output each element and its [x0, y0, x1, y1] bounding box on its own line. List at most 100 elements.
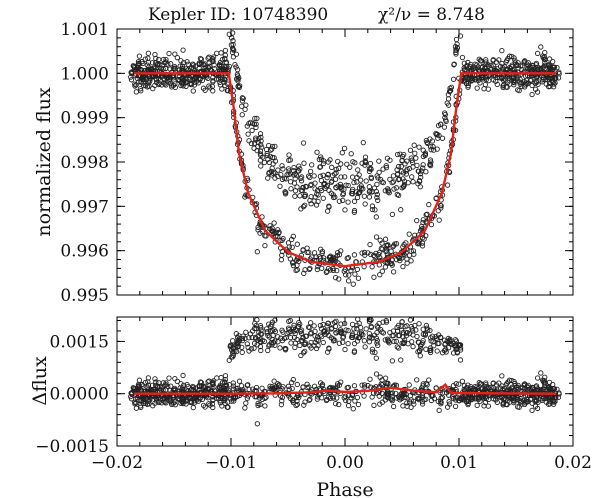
residual-point [332, 401, 339, 407]
flux-point [384, 259, 390, 266]
flux-point [174, 55, 180, 61]
residual-point [449, 394, 456, 400]
residual-point [278, 402, 285, 408]
flux-point [450, 76, 457, 82]
flux-point [417, 171, 424, 177]
residual-point [515, 404, 521, 410]
residual-point [456, 397, 463, 404]
residual-point [319, 333, 325, 340]
residual-point [514, 384, 520, 390]
flux-point [394, 151, 401, 158]
flux-point [425, 140, 431, 146]
flux-point [292, 193, 298, 199]
flux-point [394, 172, 401, 178]
flux-point [304, 249, 310, 256]
flux-point [480, 76, 487, 82]
flux-point [175, 76, 181, 83]
residual-point [445, 345, 452, 351]
flux-point [486, 77, 492, 84]
flux-point [416, 144, 422, 150]
residual-point [252, 320, 258, 327]
flux-point [277, 237, 283, 244]
flux-point [311, 250, 318, 256]
residual-point [230, 396, 237, 402]
flux-point [478, 58, 484, 64]
residual-point [456, 381, 462, 387]
flux-point [300, 247, 306, 253]
residual-point [393, 338, 399, 344]
flux-point [369, 264, 375, 270]
residual-point [520, 385, 526, 391]
flux-point [428, 222, 435, 228]
residual-point [423, 322, 430, 329]
residual-point [534, 375, 541, 381]
flux-point [481, 86, 487, 92]
flux-point [547, 83, 553, 89]
flux-point [463, 64, 469, 70]
flux-point [188, 66, 194, 72]
residual-point [394, 328, 401, 335]
residual-point [372, 349, 378, 356]
flux-point [363, 178, 369, 184]
flux-point [542, 49, 548, 56]
flux-point [300, 140, 307, 146]
residual-point [279, 398, 285, 404]
flux-point [307, 182, 314, 188]
residual-point [374, 338, 380, 344]
flux-point [427, 157, 434, 163]
residual-point [271, 378, 277, 384]
flux-point [366, 194, 373, 200]
residual-point [222, 376, 228, 383]
residual-point [289, 379, 295, 386]
residual-point [547, 398, 553, 405]
residual-point [366, 318, 373, 325]
flux-point [325, 171, 331, 177]
flux-point [190, 65, 197, 72]
flux-point [160, 66, 166, 72]
top-y-tick-label: 1.001 [60, 20, 109, 40]
residual-point [266, 321, 272, 327]
residual-point [379, 399, 385, 405]
residual-point [389, 333, 395, 339]
residual-point [269, 336, 275, 343]
residual-point [428, 397, 435, 404]
flux-point [333, 166, 339, 173]
residual-point [499, 394, 505, 400]
flux-point [371, 185, 378, 191]
flux-point [324, 175, 330, 181]
residual-point [427, 327, 433, 334]
flux-point [379, 179, 385, 185]
flux-point [170, 66, 177, 72]
residual-point [136, 377, 143, 383]
flux-point [302, 202, 308, 208]
residual-point [298, 327, 305, 333]
residual-point [338, 321, 344, 327]
flux-point [262, 242, 268, 249]
flux-point [280, 166, 286, 172]
flux-point [376, 169, 382, 175]
flux-point [338, 174, 344, 180]
flux-point [552, 80, 558, 86]
residual-point [291, 328, 297, 334]
residual-point [469, 396, 475, 402]
residual-point [538, 370, 544, 376]
flux-point [396, 255, 403, 261]
flux-point [358, 183, 364, 189]
flux-point [134, 66, 140, 72]
flux-point [264, 150, 270, 157]
flux-point [360, 139, 366, 146]
residual-point [399, 393, 405, 399]
flux-point [420, 147, 426, 153]
flux-point [325, 159, 331, 165]
residual-point [459, 378, 466, 384]
flux-point [320, 195, 326, 201]
residual-point [379, 329, 385, 335]
flux-point [349, 188, 355, 194]
flux-point [394, 167, 400, 173]
flux-point [468, 61, 474, 68]
flux-point [271, 155, 277, 161]
flux-point [132, 83, 138, 89]
flux-point [379, 240, 385, 246]
flux-point [132, 81, 138, 87]
flux-point [419, 235, 426, 241]
